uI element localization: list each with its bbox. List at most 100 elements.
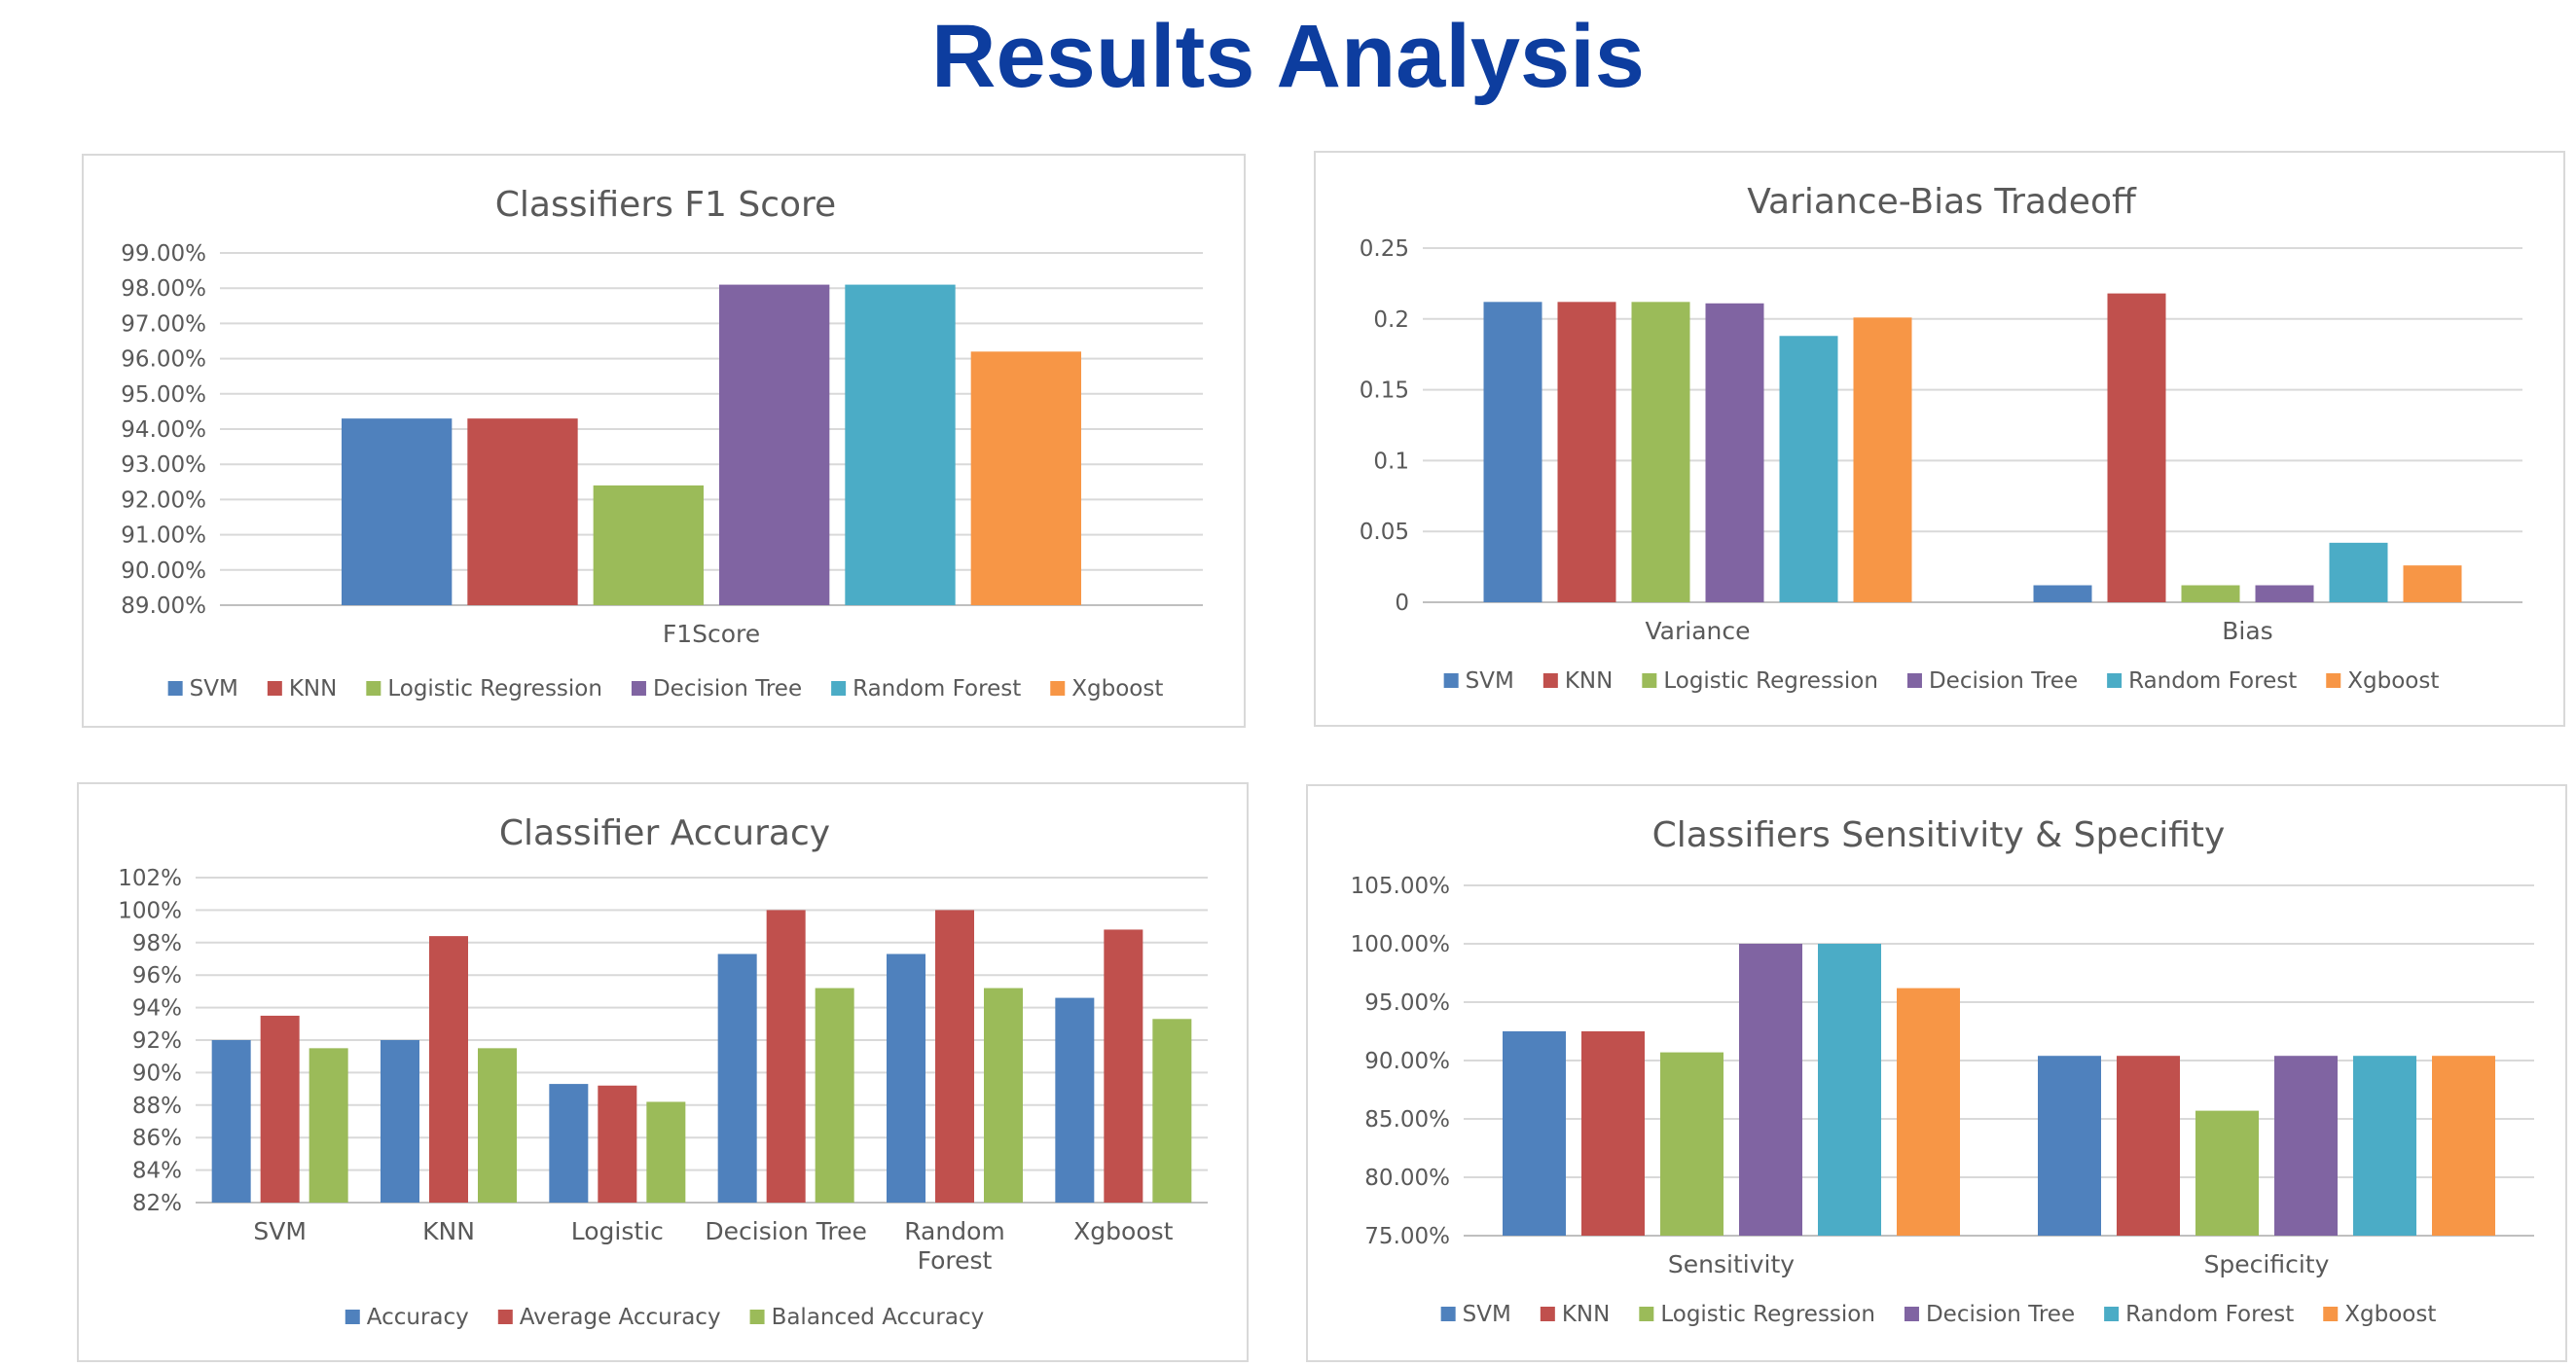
y-tick-label: 92% (132, 1028, 182, 1054)
legend-swatch (1906, 673, 1922, 688)
legend-label: Decision Tree (1926, 1302, 2075, 1327)
y-tick-label: 0.05 (1360, 520, 1409, 545)
legend-swatch (345, 1310, 360, 1324)
legend-swatch (1642, 673, 1657, 688)
variance-bias-chart-panel: Variance-Bias Tradeoff 0 0.05 0.1 0.15 0.2 0.2… (1314, 151, 2565, 727)
bar-svm (342, 418, 453, 605)
legend-swatch (1904, 1307, 1919, 1321)
legend-label: Random Forest (853, 676, 1021, 701)
category-label: SVM (253, 1217, 307, 1245)
category-label: Xgboost (1073, 1217, 1173, 1245)
variance-bias-chart: Variance-Bias Tradeoff 0 0.05 0.1 0.15 0.2 0.2… (1360, 182, 2522, 694)
y-tick-label: 92.00% (121, 487, 206, 513)
bar-decision-tree (1705, 303, 1764, 602)
bar-random-forest (1779, 336, 1838, 602)
legend-swatch (2323, 1307, 2339, 1321)
y-tick-label: 100% (118, 898, 182, 923)
bar-svm (2038, 1056, 2101, 1236)
bar-average-accuracy (429, 936, 468, 1203)
category-label: Forest (918, 1246, 993, 1275)
y-tick-label: 89.00% (121, 594, 206, 619)
y-tick-label: 90% (132, 1061, 182, 1086)
bar-random-forest (1818, 944, 1881, 1236)
legend-swatch (831, 681, 847, 696)
bar-knn (2107, 293, 2166, 602)
bar-balanced-accuracy (1152, 1019, 1192, 1203)
y-tick-label: 105.00% (1351, 874, 1450, 899)
bar-svm (1483, 302, 1542, 602)
chart-title: Variance-Bias Tradeoff (1747, 182, 2137, 222)
y-tick-label: 95.00% (1364, 990, 1450, 1016)
f1-score-chart: Classifiers F1 Score 89.00% 90.00% 91.00% 92… (121, 185, 1203, 701)
legend-label: SVM (1463, 1302, 1511, 1327)
bar-xgboost (2403, 565, 2462, 602)
bar-xgboost (1853, 317, 1912, 602)
category-label: Variance (1646, 617, 1751, 645)
category-label: Decision Tree (705, 1217, 866, 1245)
bar-accuracy (717, 953, 757, 1203)
legend-swatch (749, 1310, 765, 1324)
bar-xgboost (1897, 988, 1960, 1236)
legend-swatch (1639, 1307, 1654, 1321)
legend-swatch (267, 681, 282, 696)
bar-random-forest (2353, 1056, 2416, 1236)
legend: Accuracy Average Accuracy Balanced Accurac… (345, 1305, 984, 1330)
bar-balanced-accuracy (815, 988, 854, 1203)
y-tick-label: 98.00% (121, 276, 206, 302)
y-tick-label: 86% (132, 1126, 182, 1151)
legend-label: SVM (1466, 668, 1514, 694)
bar-knn (2117, 1056, 2180, 1236)
y-tick-label: 90.00% (1364, 1049, 1450, 1074)
y-tick-label: 94.00% (121, 417, 206, 443)
bar-logistic-regression (593, 485, 704, 605)
y-tick-label: 0.15 (1360, 378, 1409, 404)
bar-logistic-regression (2181, 585, 2240, 602)
legend-label: SVM (190, 676, 238, 701)
bar-average-accuracy (598, 1085, 637, 1203)
legend-swatch (366, 681, 381, 696)
legend: SVM KNN Logistic Regression Decision Tree Ra… (1440, 1302, 2436, 1327)
y-tick-label: 0 (1395, 591, 1409, 616)
category-label: Specificity (2204, 1250, 2330, 1278)
bar-logistic-regression (1631, 302, 1690, 602)
legend-label: Balanced Accuracy (772, 1305, 985, 1330)
bar-balanced-accuracy (646, 1101, 686, 1203)
y-tick-label: 98% (132, 931, 182, 956)
bar-knn (1581, 1031, 1645, 1236)
bar-accuracy (549, 1084, 589, 1203)
bar-average-accuracy (766, 910, 806, 1203)
category-label: KNN (422, 1217, 475, 1245)
legend-label: Logistic Regression (387, 676, 602, 701)
legend-label: Xgboost (2347, 668, 2439, 694)
y-tick-label: 95.00% (121, 382, 206, 408)
legend-swatch (1443, 673, 1459, 688)
legend-label: Average Accuracy (520, 1305, 721, 1330)
y-tick-label: 100.00% (1351, 932, 1450, 957)
legend-label: KNN (1565, 668, 1614, 694)
legend-label: Accuracy (367, 1305, 469, 1330)
bar-accuracy (1055, 997, 1095, 1203)
accuracy-chart: Classifier Accuracy 82% 84% 86% 88% 90% 92% 94%… (118, 813, 1208, 1330)
bar-decision-tree (2274, 1056, 2338, 1236)
bar-xgboost (2432, 1056, 2495, 1236)
y-tick-label: 96.00% (121, 347, 206, 373)
y-tick-label: 96% (132, 963, 182, 989)
y-tick-label: 99.00% (121, 241, 206, 267)
legend-swatch (497, 1310, 513, 1324)
y-tick-label: 93.00% (121, 452, 206, 478)
bar-knn (467, 418, 578, 605)
bar-xgboost (970, 351, 1081, 605)
bar-random-forest (845, 284, 956, 605)
legend-swatch (167, 681, 183, 696)
bar-accuracy (887, 953, 925, 1203)
page-title: Results Analysis (931, 7, 1645, 106)
chart-title: Classifiers F1 Score (495, 185, 836, 225)
y-tick-label: 80.00% (1364, 1166, 1450, 1191)
category-label: Bias (2222, 617, 2272, 645)
y-tick-label: 0.2 (1373, 307, 1409, 333)
legend-label: Xgboost (1071, 676, 1163, 701)
bar-decision-tree (1739, 944, 1802, 1236)
legend-label: Random Forest (2125, 1302, 2294, 1327)
sensitivity-specificity-chart-panel: Classifiers Sensitivity & Specifity 75.00… (1306, 784, 2567, 1362)
legend-label: Logistic Regression (1663, 668, 1878, 694)
